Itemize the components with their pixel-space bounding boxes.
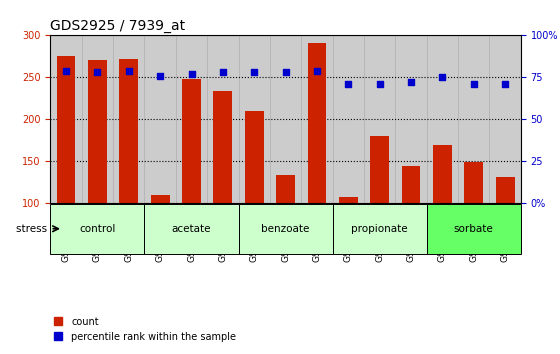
Point	[62, 68, 71, 73]
Text: acetate: acetate	[172, 224, 211, 234]
Bar	[307, 43, 326, 202]
Point	[407, 79, 416, 85]
Bar	[245, 112, 264, 202]
Point	[250, 69, 259, 75]
Bar	[88, 61, 107, 202]
Point	[312, 68, 321, 73]
Point	[281, 69, 290, 75]
Bar	[364, 35, 395, 203]
Bar	[182, 79, 201, 202]
Bar	[370, 136, 389, 202]
FancyBboxPatch shape	[333, 204, 427, 254]
Bar	[151, 195, 170, 202]
Point	[344, 81, 353, 87]
Bar	[50, 35, 82, 203]
Text: stress: stress	[16, 224, 50, 234]
Bar	[458, 35, 489, 203]
Point	[156, 73, 165, 78]
FancyBboxPatch shape	[144, 204, 239, 254]
Bar	[333, 35, 364, 203]
Point	[124, 68, 133, 73]
Legend: count, percentile rank within the sample: count, percentile rank within the sample	[50, 313, 240, 346]
Bar	[433, 145, 452, 202]
Point	[438, 74, 447, 80]
Bar	[213, 91, 232, 202]
Text: propionate: propionate	[351, 224, 408, 234]
Text: control: control	[80, 224, 115, 234]
Bar	[276, 175, 295, 202]
Point	[375, 81, 384, 87]
Bar	[119, 59, 138, 202]
Bar	[464, 162, 483, 202]
Bar	[339, 197, 358, 202]
Bar	[395, 35, 427, 203]
FancyBboxPatch shape	[239, 204, 333, 254]
Point	[501, 81, 510, 87]
Bar	[489, 35, 521, 203]
Text: GDS2925 / 7939_at: GDS2925 / 7939_at	[50, 19, 185, 33]
Bar	[176, 35, 207, 203]
Bar	[113, 35, 144, 203]
Bar	[57, 56, 76, 202]
Point	[469, 81, 478, 87]
Text: sorbate: sorbate	[454, 224, 493, 234]
Bar	[207, 35, 239, 203]
Point	[187, 71, 196, 77]
Bar	[402, 166, 421, 202]
FancyBboxPatch shape	[427, 204, 521, 254]
FancyBboxPatch shape	[50, 204, 144, 254]
Text: benzoate: benzoate	[262, 224, 310, 234]
Bar	[270, 35, 301, 203]
Point	[218, 69, 227, 75]
Bar	[301, 35, 333, 203]
Bar	[82, 35, 113, 203]
Bar	[427, 35, 458, 203]
Bar	[239, 35, 270, 203]
Bar	[144, 35, 176, 203]
Point	[93, 69, 102, 75]
Bar	[496, 177, 515, 202]
